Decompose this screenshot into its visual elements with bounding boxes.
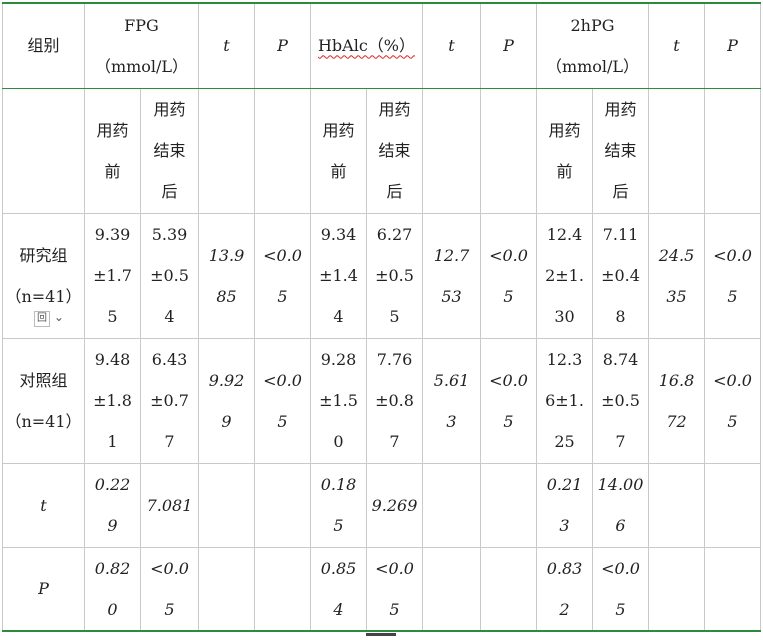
empty-cell [648,546,705,632]
t-header-hba1c: t [422,2,481,89]
t-row-label: t [2,462,85,548]
control-group-row: 对照组 （n=41） 9.48 ±1.8 1 6.43 ±0.7 7 9.92 9 <0.0… [2,337,761,464]
control-fpg-p: <0.0 5 [254,337,311,464]
p-value-row: P 0.82 0 <0.0 5 0.85 4 <0.0 5 0.83 2 <0.0 5 [2,546,761,632]
control-label: 对照组 （n=41） [2,337,85,464]
study-hb-p: <0.0 5 [480,212,537,339]
empty-cell [254,87,311,214]
study-fpg-p: <0.0 5 [254,212,311,339]
p-header-hba1c: P [480,2,537,89]
study-fpg-after: 5.39 ±0.5 4 [140,212,199,339]
t-hpg-after: 14.00 6 [592,462,649,548]
fpg-header: FPG （mmol/L） [84,2,199,89]
hba1c-header: HbAlc（%） [310,2,423,89]
study-hb-t: 12.7 53 [422,212,481,339]
study-fpg-t: 13.9 85 [198,212,255,339]
t-fpg-after: 7.081 [140,462,199,548]
sub-after-fpg: 用药 结束后 [140,87,199,214]
group-header: 组别 [2,2,85,89]
empty-cell [704,462,761,548]
t-hb-before: 0.18 5 [310,462,367,548]
results-table: 组别 FPG （mmol/L） t P HbAlc（%） t P 2hPG （mmo… [2,2,761,632]
p-hb-after: <0.0 5 [366,546,423,632]
empty-cell [198,546,255,632]
control-hb-after: 7.76 ±0.8 7 [366,337,423,464]
p-fpg-before: 0.82 0 [84,546,141,632]
t-header-fpg: t [198,2,255,89]
study-fpg-before: 9.39 ±1.7 5 [84,212,141,339]
control-hpg-after: 8.74 ±0.5 7 [592,337,649,464]
study-hpg-after: 7.11 ±0.4 8 [592,212,649,339]
control-hpg-p: <0.0 5 [704,337,761,464]
empty-cell [2,87,85,214]
p-hpg-after: <0.0 5 [592,546,649,632]
hpg-header: 2hPG （mmol/L） [536,2,649,89]
empty-cell [198,462,255,548]
empty-cell [254,462,311,548]
p-fpg-after: <0.0 5 [140,546,199,632]
sub-after-hba1c: 用药 结束后 [366,87,423,214]
t-value-row: t 0.22 9 7.081 0.18 5 9.269 0.21 3 14.00 6 [2,462,761,548]
header-row: 组别 FPG （mmol/L） t P HbAlc（%） t P 2hPG （mmo… [2,2,761,89]
empty-cell [422,87,481,214]
empty-cell [704,87,761,214]
empty-cell [704,546,761,632]
sub-before-hpg: 用药前 [536,87,593,214]
control-fpg-after: 6.43 ±0.7 7 [140,337,199,464]
empty-cell [480,87,537,214]
control-hpg-before: 12.3 6±1. 25 [536,337,593,464]
empty-cell [648,462,705,548]
paste-icon[interactable]: 回 [34,311,50,327]
subheader-row: 用药前 用药 结束后 用药前 用药 结束后 用药前 用药 结束后 [2,87,761,214]
control-hb-p: <0.0 5 [480,337,537,464]
paste-options-control[interactable]: 回 ⌄ [34,310,64,327]
t-header-hpg: t [648,2,705,89]
empty-cell [422,462,481,548]
control-hb-before: 9.28 ±1.5 0 [310,337,367,464]
empty-cell [648,87,705,214]
p-hb-before: 0.85 4 [310,546,367,632]
page-scroll-marker [366,633,396,636]
t-hpg-before: 0.21 3 [536,462,593,548]
empty-cell [198,87,255,214]
sub-before-hba1c: 用药前 [310,87,367,214]
empty-cell [480,462,537,548]
study-hb-after: 6.27 ±0.5 5 [366,212,423,339]
t-hb-after: 9.269 [366,462,423,548]
p-row-label: P [2,546,85,632]
study-hpg-p: <0.0 5 [704,212,761,339]
sub-before-fpg: 用药前 [84,87,141,214]
control-hpg-t: 16.8 72 [648,337,705,464]
study-hb-before: 9.34 ±1.4 4 [310,212,367,339]
p-hpg-before: 0.83 2 [536,546,593,632]
study-label: 研究组 （n=41） [2,212,85,339]
study-hpg-before: 12.4 2±1. 30 [536,212,593,339]
control-fpg-t: 9.92 9 [198,337,255,464]
p-header-fpg: P [254,2,311,89]
empty-cell [422,546,481,632]
chevron-down-icon[interactable]: ⌄ [53,310,64,324]
sub-after-hpg: 用药 结束后 [592,87,649,214]
empty-cell [254,546,311,632]
p-header-hpg: P [704,2,761,89]
control-hb-t: 5.61 3 [422,337,481,464]
study-hpg-t: 24.5 35 [648,212,705,339]
empty-cell [480,546,537,632]
control-fpg-before: 9.48 ±1.8 1 [84,337,141,464]
t-fpg-before: 0.22 9 [84,462,141,548]
study-group-row: 研究组 （n=41） 9.39 ±1.7 5 5.39 ±0.5 4 13.9 85 <0.… [2,212,761,339]
